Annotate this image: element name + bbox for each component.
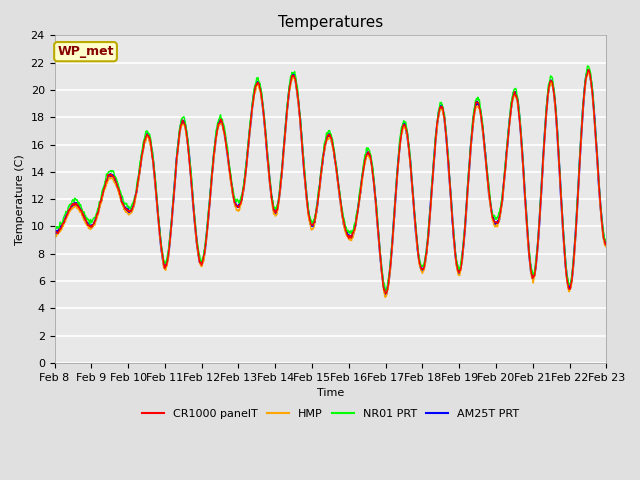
HMP: [205, 216, 212, 222]
HMP: [346, 237, 354, 243]
NR01 PRT: [491, 215, 499, 220]
AM25T PRT: [554, 138, 562, 144]
AM25T PRT: [382, 291, 390, 297]
AM25T PRT: [51, 230, 58, 236]
AM25T PRT: [584, 67, 591, 73]
CR1000 panelT: [346, 233, 354, 239]
HMP: [584, 69, 592, 75]
Title: Temperatures: Temperatures: [278, 15, 383, 30]
Line: HMP: HMP: [54, 72, 606, 298]
NR01 PRT: [51, 226, 58, 232]
CR1000 panelT: [382, 290, 390, 296]
Line: CR1000 panelT: CR1000 panelT: [54, 70, 606, 293]
AM25T PRT: [602, 242, 610, 248]
NR01 PRT: [358, 171, 366, 177]
HMP: [51, 234, 58, 240]
HMP: [491, 224, 499, 229]
CR1000 panelT: [585, 67, 593, 72]
HMP: [602, 244, 610, 250]
Y-axis label: Temperature (C): Temperature (C): [15, 154, 25, 244]
AM25T PRT: [346, 235, 354, 240]
NR01 PRT: [381, 289, 389, 295]
NR01 PRT: [584, 63, 591, 69]
HMP: [358, 177, 366, 183]
CR1000 panelT: [205, 213, 212, 218]
HMP: [570, 266, 577, 272]
Line: NR01 PRT: NR01 PRT: [54, 66, 606, 292]
AM25T PRT: [491, 220, 499, 226]
CR1000 panelT: [358, 174, 366, 180]
NR01 PRT: [205, 208, 212, 214]
NR01 PRT: [346, 230, 354, 236]
Legend: CR1000 panelT, HMP, NR01 PRT, AM25T PRT: CR1000 panelT, HMP, NR01 PRT, AM25T PRT: [138, 404, 524, 423]
HMP: [381, 295, 389, 300]
CR1000 panelT: [491, 219, 499, 225]
HMP: [554, 140, 562, 146]
AM25T PRT: [205, 214, 212, 220]
Line: AM25T PRT: AM25T PRT: [54, 70, 606, 294]
CR1000 panelT: [570, 264, 577, 269]
NR01 PRT: [554, 134, 562, 140]
AM25T PRT: [570, 264, 577, 269]
NR01 PRT: [602, 237, 610, 243]
CR1000 panelT: [554, 138, 562, 144]
Text: WP_met: WP_met: [58, 45, 114, 58]
AM25T PRT: [358, 173, 366, 179]
CR1000 panelT: [51, 230, 58, 236]
X-axis label: Time: Time: [317, 388, 344, 398]
NR01 PRT: [570, 259, 577, 265]
CR1000 panelT: [602, 240, 610, 246]
